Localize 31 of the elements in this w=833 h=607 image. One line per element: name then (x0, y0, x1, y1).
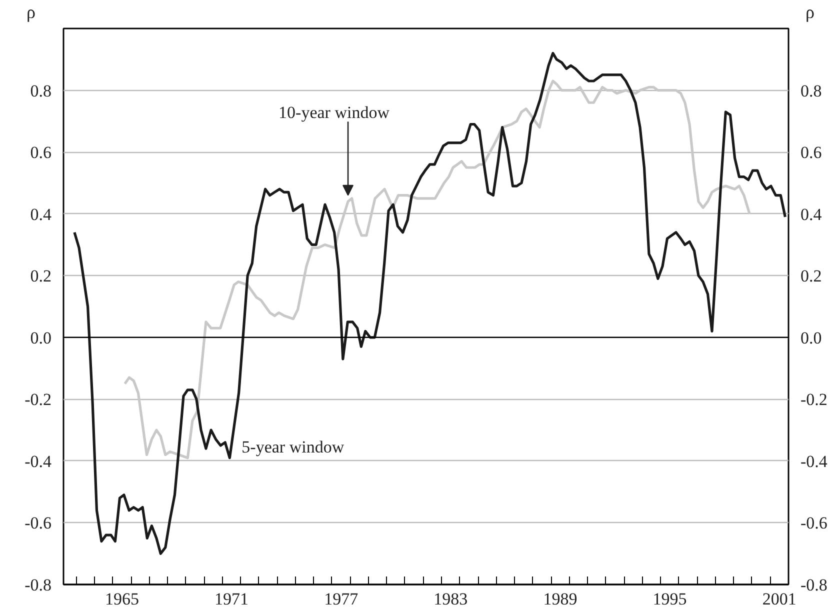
annotation: 10-year window (278, 102, 390, 122)
y-tick-label: -0.4 (24, 452, 52, 471)
line-series (124, 80, 751, 460)
y2-tick-label: 0.2 (800, 266, 822, 286)
x-tick-label: 1995 (652, 590, 687, 607)
x-tick-label: 1977 (324, 590, 359, 607)
x-tick-label: 1989 (543, 590, 578, 607)
y-tick-label: 0.6 (30, 143, 52, 162)
x-tick-label: 1965 (104, 590, 139, 607)
y-axis-title: ρ (26, 1, 36, 24)
y2-tick-label: -0.6 (800, 514, 828, 533)
y-tick-label: 0.4 (30, 204, 52, 224)
annotation: 5-year window (242, 437, 345, 456)
y2-tick-label: -0.8 (800, 576, 828, 594)
y-tick-label: 0.2 (30, 266, 52, 286)
line-series (73, 52, 787, 555)
y2-tick-label: 0.6 (800, 143, 822, 162)
x-tick-label: 1971 (214, 590, 249, 607)
y2-tick-label: 0.4 (800, 204, 822, 224)
x-tick-label: 2001 (762, 590, 796, 607)
y2-tick-label: -0.2 (800, 390, 828, 410)
x-tick-label: 1983 (434, 590, 468, 607)
y2-axis-title: ρ (806, 1, 814, 24)
y-tick-label: -0.8 (24, 576, 52, 594)
y2-tick-label: 0.0 (800, 328, 822, 348)
y-tick-label: 0.0 (30, 328, 52, 348)
y-tick-label: -0.6 (24, 514, 52, 533)
y2-tick-label: -0.4 (800, 452, 828, 471)
y-tick-label: -0.2 (24, 390, 52, 410)
y2-tick-label: 0.8 (800, 81, 822, 100)
y-tick-label: 0.8 (30, 81, 52, 100)
